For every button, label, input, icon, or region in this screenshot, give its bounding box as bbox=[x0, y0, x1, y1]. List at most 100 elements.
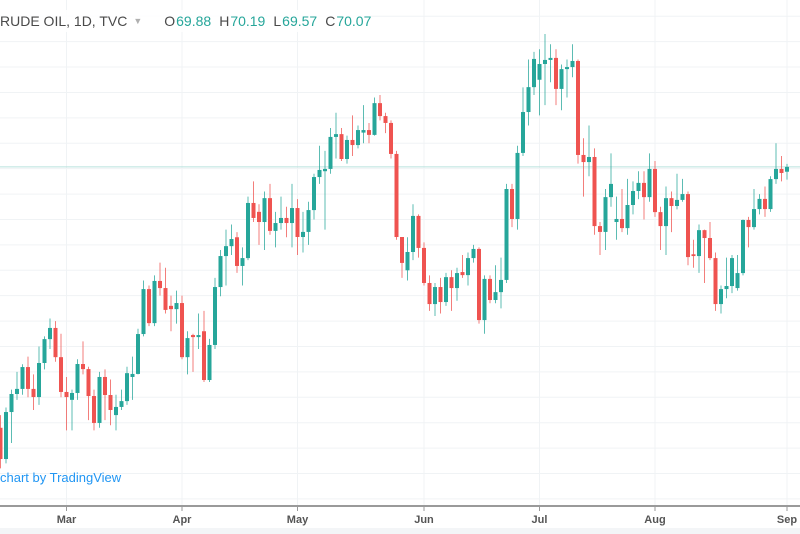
candle-body bbox=[53, 327, 58, 358]
candle-body bbox=[75, 364, 80, 393]
candle-body bbox=[317, 169, 322, 178]
candle-body bbox=[565, 67, 569, 70]
candle-body bbox=[631, 191, 635, 205]
candle-body bbox=[680, 194, 685, 200]
candle-body bbox=[20, 367, 25, 389]
candle-body bbox=[548, 57, 553, 60]
candle-down bbox=[251, 181, 256, 223]
high-value: 70.19 bbox=[230, 13, 266, 29]
candle-body bbox=[81, 364, 85, 370]
candle-body bbox=[345, 139, 349, 160]
candle-body bbox=[202, 331, 206, 381]
candle-up bbox=[504, 183, 509, 283]
candle-up bbox=[323, 150, 327, 230]
candle-body bbox=[697, 230, 701, 257]
candle-down bbox=[477, 247, 481, 324]
candle-body bbox=[510, 188, 514, 219]
candle-body bbox=[444, 277, 448, 303]
candle-up bbox=[559, 64, 564, 111]
candle-down bbox=[26, 356, 30, 398]
candle-body bbox=[658, 212, 663, 227]
candle-body bbox=[757, 198, 762, 210]
candle-body bbox=[306, 210, 311, 232]
candle-body bbox=[768, 179, 773, 210]
candle-down bbox=[389, 120, 393, 159]
candle-body bbox=[466, 258, 470, 276]
candle-body bbox=[686, 194, 690, 258]
candle-up bbox=[405, 237, 410, 281]
candle-body bbox=[405, 251, 410, 271]
candle-up bbox=[48, 318, 52, 350]
candle-body bbox=[675, 199, 679, 207]
candle-down bbox=[350, 115, 355, 156]
candle-body bbox=[295, 208, 300, 238]
time-axis[interactable]: Mar Apr May Jun Jul Aug Sep bbox=[0, 505, 800, 526]
candle-down bbox=[438, 277, 443, 314]
candle-body bbox=[724, 286, 729, 290]
candle-body bbox=[284, 217, 289, 224]
candle-down bbox=[592, 148, 597, 235]
candle-up bbox=[664, 186, 668, 256]
candle-down bbox=[416, 214, 421, 258]
candle-up bbox=[631, 181, 635, 215]
candle-up bbox=[647, 153, 652, 202]
candle-up bbox=[136, 328, 140, 375]
candle-body bbox=[185, 338, 190, 358]
candle-down bbox=[669, 191, 674, 233]
symbol-legend: RUDE OIL, 1D, TVC ▼ O 69.88 H 70.19 L 69.57… bbox=[0, 10, 372, 32]
candle-body bbox=[301, 231, 305, 238]
candle-up bbox=[697, 224, 701, 273]
candle-body bbox=[108, 395, 113, 410]
candle-up bbox=[752, 188, 756, 230]
candle-body bbox=[559, 69, 564, 89]
candle-up bbox=[636, 171, 641, 200]
candle-body bbox=[389, 122, 393, 154]
candle-body bbox=[779, 168, 784, 173]
candle-body bbox=[620, 218, 624, 229]
candle-body bbox=[169, 305, 173, 310]
candle-body bbox=[493, 292, 498, 301]
open-value: 69.88 bbox=[176, 13, 212, 29]
tradingview-watermark-link[interactable]: chart by TradingView bbox=[0, 470, 122, 485]
candle-body bbox=[554, 57, 558, 89]
candle-body bbox=[460, 272, 465, 276]
candle-body bbox=[664, 198, 668, 227]
candle-down bbox=[202, 310, 206, 383]
candle-body bbox=[482, 278, 487, 321]
candle-up bbox=[224, 229, 228, 286]
candle-up bbox=[548, 44, 553, 83]
candle-body bbox=[323, 168, 327, 172]
candle-up bbox=[174, 290, 179, 324]
candle-down bbox=[746, 216, 751, 248]
chevron-down-icon[interactable]: ▼ bbox=[133, 16, 143, 26]
candle-up bbox=[114, 394, 118, 431]
candle-body bbox=[257, 211, 261, 223]
candle-down bbox=[81, 341, 85, 375]
candle-up bbox=[625, 178, 630, 235]
candle-down bbox=[295, 199, 300, 256]
candle-up bbox=[229, 224, 234, 256]
candle-down bbox=[367, 122, 371, 144]
candle-up bbox=[724, 257, 729, 299]
candle-up bbox=[20, 364, 25, 395]
candle-up bbox=[317, 145, 322, 184]
candle-down bbox=[763, 186, 767, 217]
candle-body bbox=[180, 303, 184, 358]
candle-down bbox=[86, 366, 91, 421]
candle-down bbox=[702, 229, 707, 283]
candle-down bbox=[708, 222, 712, 261]
candle-up bbox=[273, 211, 278, 248]
candle-up bbox=[499, 257, 503, 309]
symbol-title[interactable]: RUDE OIL, 1D, TVC bbox=[0, 13, 128, 29]
candle-body bbox=[114, 406, 118, 416]
candle-body bbox=[59, 357, 63, 392]
candle-body bbox=[70, 392, 74, 400]
candle-body bbox=[328, 136, 333, 169]
candle-up bbox=[768, 176, 773, 212]
candle-up bbox=[37, 346, 41, 405]
candle-body bbox=[400, 237, 404, 263]
candle-body bbox=[361, 130, 366, 133]
candle-up bbox=[614, 196, 619, 240]
candle-body bbox=[636, 182, 641, 192]
